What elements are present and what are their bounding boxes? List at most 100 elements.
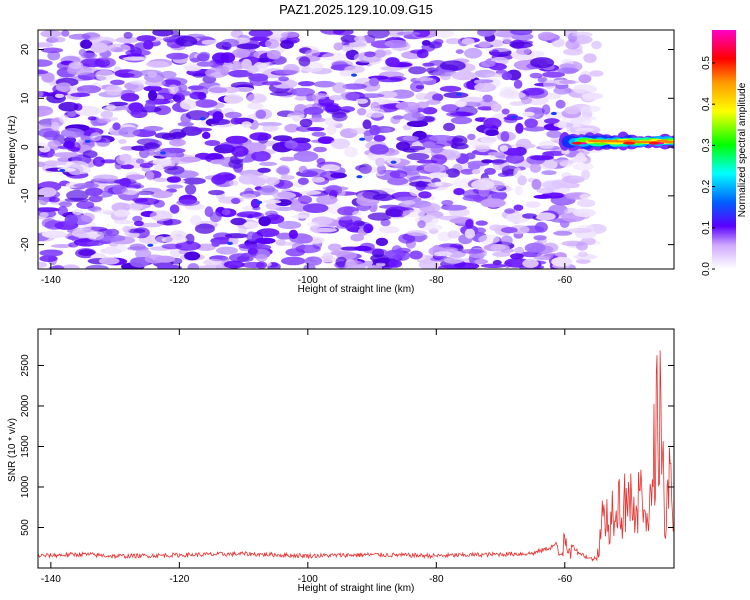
heatmap-cell — [464, 228, 476, 239]
heatmap-cell — [196, 243, 216, 251]
heatmap-cell — [385, 57, 400, 67]
heatmap-cell — [128, 102, 144, 113]
heatmap-cell — [144, 101, 156, 112]
heatmap-cell — [356, 175, 363, 179]
heatmap-cell — [418, 202, 441, 213]
heatmap-cell — [384, 39, 409, 49]
heatmap-cell — [378, 226, 400, 234]
heatmap-cell — [184, 65, 202, 72]
colorbar-tick-label: 0.2 — [701, 179, 712, 193]
heatmap-cell — [294, 95, 307, 101]
heatmap-cell — [485, 47, 511, 52]
heatmap-cell — [61, 264, 80, 269]
heatmap-cell — [224, 233, 249, 239]
heatmap-cell — [372, 258, 392, 264]
heatmap-cell — [513, 79, 523, 89]
heatmap-cell — [513, 247, 524, 254]
heatmap-cell — [119, 177, 132, 187]
heatmap-cell — [209, 211, 222, 223]
heatmap-cell — [224, 260, 245, 269]
heatmap-xtick-label: -120 — [169, 275, 189, 286]
heatmap-cell — [433, 30, 455, 38]
heatmap-cell — [430, 144, 444, 154]
heatmap-cell — [364, 51, 376, 58]
heatmap-cell — [581, 169, 590, 180]
heatmap-ytick-label: 10 — [20, 92, 31, 104]
heatmap-cell — [100, 110, 114, 118]
heatmap-cell — [501, 108, 510, 115]
heatmap-cell — [297, 177, 309, 185]
heatmap-cell — [373, 49, 387, 58]
heatmap-cell — [278, 76, 289, 82]
heatmap-cell — [220, 38, 240, 48]
heatmap-cell — [366, 107, 385, 118]
heatmap-cell — [335, 256, 348, 268]
heatmap-cell — [179, 156, 201, 163]
heatmap-cell — [445, 38, 462, 45]
heatmap-cell — [98, 257, 120, 265]
heatmap-cell — [48, 197, 60, 203]
heatmap-cell — [80, 39, 93, 49]
heatmap-cell — [332, 112, 348, 122]
heatmap-cell — [136, 190, 155, 196]
heatmap-cell — [169, 248, 182, 258]
heatmap-cell — [396, 141, 411, 151]
heatmap-cell — [302, 203, 329, 214]
heatmap-cell — [177, 121, 194, 127]
heatmap-cell — [145, 171, 155, 181]
heatmap-cell — [97, 118, 112, 124]
heatmap-cell — [581, 92, 604, 100]
heatmap-cell — [241, 193, 256, 200]
heatmap-cell — [178, 83, 188, 93]
heatmap-cell — [216, 246, 238, 255]
heatmap-cell — [406, 152, 430, 161]
heatmap-cell — [53, 152, 79, 158]
heatmap-cell — [330, 250, 350, 256]
heatmap-cell — [416, 49, 429, 59]
heatmap-cell — [118, 126, 140, 138]
heatmap-cell — [112, 122, 121, 131]
heatmap-cell — [166, 52, 189, 60]
heatmap-cell — [385, 208, 404, 218]
heatmap-cell — [359, 137, 366, 141]
heatmap-cell — [447, 230, 461, 239]
heatmap-cell — [322, 252, 333, 261]
heatmap-cell — [524, 118, 538, 128]
heatmap-cell — [168, 128, 187, 140]
heatmap-cell — [85, 264, 109, 269]
heatmap-cell — [316, 94, 327, 100]
heatmap-cell — [451, 71, 477, 81]
heatmap-xtick-label: -60 — [558, 275, 573, 286]
heatmap-cell — [333, 42, 343, 51]
heatmap-cell — [369, 124, 381, 136]
heatmap-cell — [583, 53, 597, 63]
heatmap-cell — [68, 33, 91, 40]
heatmap-ytick-label: -20 — [20, 237, 31, 252]
heatmap-cell — [320, 30, 345, 35]
heatmap-cell — [161, 243, 183, 250]
heatmap-cell — [275, 167, 290, 175]
heatmap-cell — [125, 49, 151, 57]
heatmap-cell — [467, 133, 476, 141]
heatmap-cell — [437, 264, 459, 269]
heatmap-cell — [326, 109, 351, 115]
heatmap-cell — [344, 146, 358, 158]
heatmap-cell — [274, 69, 299, 75]
heatmap-cell — [542, 71, 565, 78]
heatmap-cell — [423, 163, 446, 173]
heatmap-cell — [132, 215, 143, 223]
heatmap-cell — [443, 92, 469, 99]
heatmap-cell — [185, 110, 210, 121]
heatmap-cell — [572, 84, 598, 94]
heatmap-cell — [514, 185, 524, 196]
heatmap-cell — [563, 48, 583, 56]
heatmap-cell — [105, 228, 120, 237]
heatmap-cell — [499, 145, 509, 152]
heatmap-cell — [104, 246, 119, 255]
heatmap-cell — [196, 53, 210, 62]
heatmap-cell — [52, 264, 64, 269]
heatmap-cell — [578, 251, 588, 257]
heatmap-cell — [529, 72, 543, 79]
